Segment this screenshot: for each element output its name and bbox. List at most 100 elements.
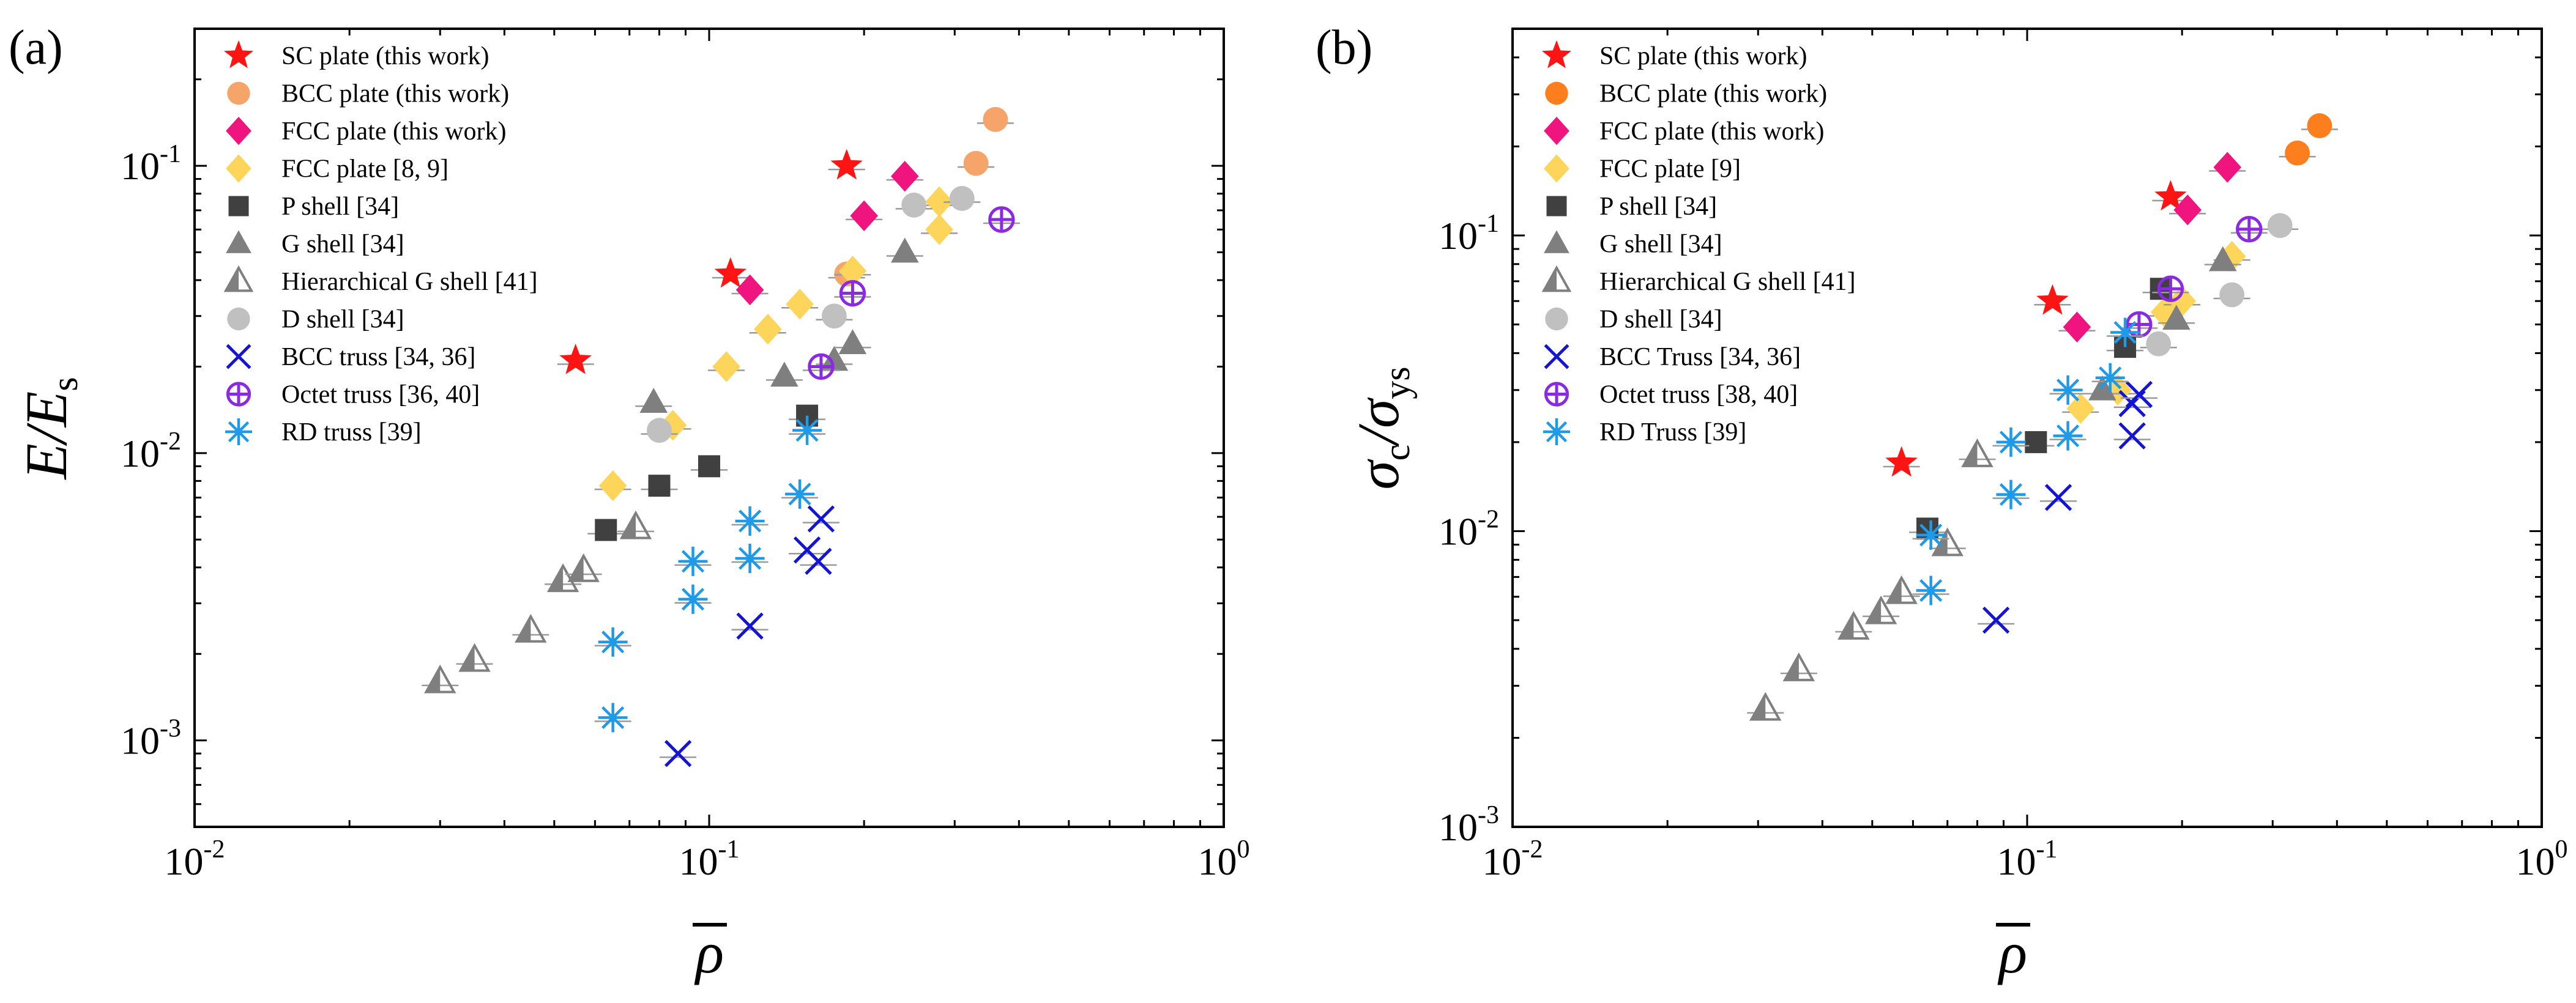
data-point — [2125, 380, 2153, 409]
tick-marks — [1511, 28, 2543, 828]
series-6 — [1747, 438, 1996, 721]
data-point — [2157, 275, 2184, 302]
series-8 — [660, 505, 839, 768]
legend-label: G shell [34] — [281, 231, 404, 259]
y-tick-label: 10-1 — [121, 140, 181, 188]
legend-label: SC plate (this work) — [281, 42, 489, 70]
legend-marker — [1544, 382, 1569, 407]
series-9 — [2120, 216, 2268, 338]
data-point — [2285, 140, 2310, 166]
legend-marker — [1546, 196, 1567, 217]
data-point — [838, 329, 867, 355]
data-point — [2053, 375, 2083, 405]
legend-label: FCC plate (this work) — [281, 117, 506, 146]
data-point — [901, 192, 927, 218]
data-points — [1747, 113, 2338, 721]
panel-label: (a) — [9, 21, 63, 75]
data-point — [808, 353, 835, 380]
legend-label: D shell [34] — [1599, 306, 1722, 334]
x-tick-label: 100 — [1198, 835, 1250, 883]
data-point — [736, 612, 764, 640]
x-tick-label: 10-1 — [679, 835, 740, 883]
legend-label: Hierarchical G shell [41] — [281, 268, 538, 296]
x-axis-label: ρ — [694, 920, 724, 985]
data-point — [595, 519, 617, 541]
data-point — [2063, 311, 2091, 342]
legend-marker — [226, 116, 251, 146]
data-point — [735, 544, 765, 574]
legend-marker — [227, 81, 250, 105]
data-point — [2025, 431, 2047, 453]
data-point — [2213, 152, 2242, 183]
series-7 — [641, 186, 981, 443]
data-point — [2236, 216, 2263, 243]
series-0 — [557, 149, 865, 374]
data-point — [2066, 393, 2095, 424]
legend-marker — [1545, 307, 1568, 331]
legend-label: Octet truss [36, 40] — [281, 381, 480, 409]
data-point — [619, 510, 652, 539]
data-point — [2219, 282, 2245, 308]
legend-label: BCC truss [34, 36] — [281, 343, 475, 371]
data-point — [648, 475, 671, 497]
data-point — [678, 584, 708, 614]
data-point — [1916, 520, 1946, 550]
legend-label: FCC plate [9] — [1599, 155, 1741, 183]
data-point — [820, 346, 849, 371]
legend-label: SC plate (this work) — [1599, 42, 1807, 70]
data-point — [2146, 331, 2172, 357]
data-point — [2088, 375, 2116, 401]
data-point — [890, 160, 919, 192]
data-point — [838, 256, 867, 287]
y-tick-label: 10-2 — [121, 427, 181, 475]
data-point — [2307, 113, 2332, 138]
data-point — [598, 470, 627, 502]
legend-label: FCC plate [8, 9] — [281, 155, 449, 183]
data-point — [664, 739, 692, 768]
legend-marker — [228, 196, 249, 217]
legend-marker — [1543, 418, 1570, 445]
legend-marker — [1544, 154, 1569, 183]
legend-marker — [1541, 265, 1572, 292]
series-1 — [2279, 113, 2338, 166]
data-point — [2267, 213, 2293, 239]
legend-label: Octet truss [38, 40] — [1599, 381, 1798, 409]
data-point — [850, 200, 878, 232]
data-point — [598, 627, 628, 657]
chart-panel-a: 10-2 10-1 100 10-3 10-2 10-1 (a) ρ E/Es SC plate … — [9, 21, 1250, 985]
series-10 — [594, 415, 826, 733]
data-point — [2110, 317, 2140, 347]
data-point — [647, 418, 672, 443]
series-3 — [594, 186, 958, 502]
data-point — [1982, 606, 2010, 634]
x-tick-label: 10-2 — [1483, 835, 1543, 883]
data-point — [2162, 305, 2191, 330]
data-point — [807, 505, 835, 533]
legend-marker — [226, 230, 251, 253]
data-point — [698, 455, 720, 478]
series-4 — [587, 404, 826, 541]
data-point — [678, 546, 708, 576]
data-point — [2044, 484, 2072, 511]
data-point — [2118, 422, 2146, 450]
data-point — [792, 415, 822, 445]
data-point — [1782, 652, 1815, 681]
legend-marker — [227, 307, 250, 331]
data-point — [735, 274, 764, 306]
legend-marker — [223, 40, 254, 68]
data-point — [1916, 576, 1946, 605]
tick-marks — [193, 28, 1225, 828]
series-6 — [422, 510, 655, 694]
data-point — [839, 279, 866, 307]
data-point — [805, 547, 832, 575]
data-point — [1961, 438, 1993, 467]
x-tick-label: 10-1 — [1997, 835, 2058, 883]
legend-label: BCC Truss [34, 36] — [1599, 343, 1801, 371]
data-point — [567, 553, 600, 582]
data-point — [1885, 575, 1918, 604]
legend-label: P shell [34] — [1599, 193, 1717, 221]
series-5 — [635, 237, 923, 413]
data-point — [1996, 427, 2026, 457]
legend-marker — [226, 344, 251, 369]
